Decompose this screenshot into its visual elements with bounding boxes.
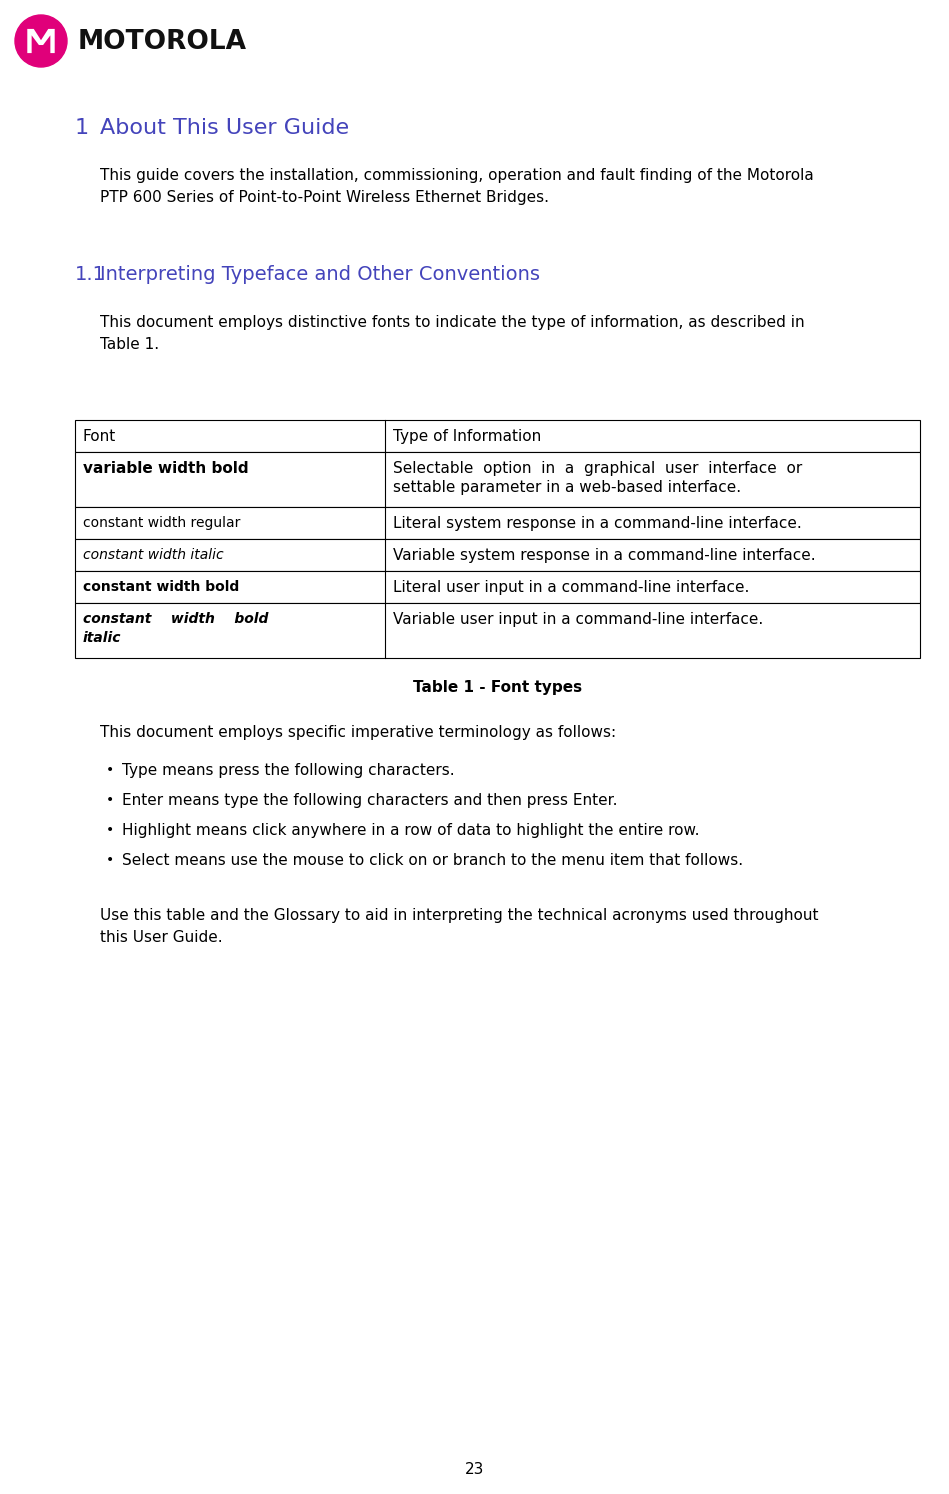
- Text: Type means press the following characters.: Type means press the following character…: [122, 763, 455, 778]
- Text: constant width bold: constant width bold: [83, 580, 239, 595]
- Text: Table 1 - Font types: Table 1 - Font types: [413, 680, 582, 695]
- Text: This document employs specific imperative terminology as follows:: This document employs specific imperativ…: [100, 725, 616, 740]
- Bar: [75, 506, 920, 539]
- Text: •: •: [106, 793, 114, 807]
- Text: constant width italic: constant width italic: [83, 548, 224, 562]
- Text: Interpreting Typeface and Other Conventions: Interpreting Typeface and Other Conventi…: [100, 264, 540, 284]
- Text: 23: 23: [465, 1463, 484, 1478]
- Text: italic: italic: [83, 630, 121, 645]
- Text: Variable system response in a command-line interface.: Variable system response in a command-li…: [393, 548, 815, 563]
- Bar: [75, 604, 920, 657]
- Text: Type of Information: Type of Information: [393, 429, 541, 444]
- Bar: [75, 539, 920, 571]
- Circle shape: [15, 15, 67, 67]
- Text: Selectable  option  in  a  graphical  user  interface  or: Selectable option in a graphical user in…: [393, 462, 802, 477]
- Text: this User Guide.: this User Guide.: [100, 929, 223, 946]
- Text: About This User Guide: About This User Guide: [100, 118, 349, 137]
- Text: constant    width    bold: constant width bold: [83, 613, 269, 626]
- Text: •: •: [106, 823, 114, 837]
- Text: •: •: [106, 763, 114, 777]
- Text: Literal user input in a command-line interface.: Literal user input in a command-line int…: [393, 580, 750, 595]
- Text: Select means use the mouse to click on or branch to the menu item that follows.: Select means use the mouse to click on o…: [122, 853, 743, 868]
- Text: variable width bold: variable width bold: [83, 462, 249, 477]
- Text: settable parameter in a web-based interface.: settable parameter in a web-based interf…: [393, 480, 741, 495]
- Text: 1.1: 1.1: [75, 264, 106, 284]
- Text: Highlight means click anywhere in a row of data to highlight the entire row.: Highlight means click anywhere in a row …: [122, 823, 699, 838]
- Text: 1: 1: [75, 118, 89, 137]
- Text: MOTOROLA: MOTOROLA: [78, 28, 247, 55]
- Bar: [75, 453, 920, 506]
- Text: This document employs distinctive fonts to indicate the type of information, as : This document employs distinctive fonts …: [100, 315, 805, 330]
- PathPatch shape: [28, 28, 55, 54]
- Bar: [75, 571, 920, 604]
- Text: •: •: [106, 853, 114, 867]
- Text: Literal system response in a command-line interface.: Literal system response in a command-lin…: [393, 515, 802, 530]
- Bar: [75, 420, 920, 453]
- Text: Font: Font: [83, 429, 116, 444]
- Text: PTP 600 Series of Point-to-Point Wireless Ethernet Bridges.: PTP 600 Series of Point-to-Point Wireles…: [100, 190, 549, 205]
- Text: Use this table and the Glossary to aid in interpreting the technical acronyms us: Use this table and the Glossary to aid i…: [100, 908, 818, 923]
- Text: Table 1.: Table 1.: [100, 338, 159, 353]
- Text: Enter means type the following characters and then press Enter.: Enter means type the following character…: [122, 793, 618, 808]
- Text: constant width regular: constant width regular: [83, 515, 240, 530]
- Text: This guide covers the installation, commissioning, operation and fault finding o: This guide covers the installation, comm…: [100, 167, 813, 182]
- Text: Variable user input in a command-line interface.: Variable user input in a command-line in…: [393, 613, 763, 627]
